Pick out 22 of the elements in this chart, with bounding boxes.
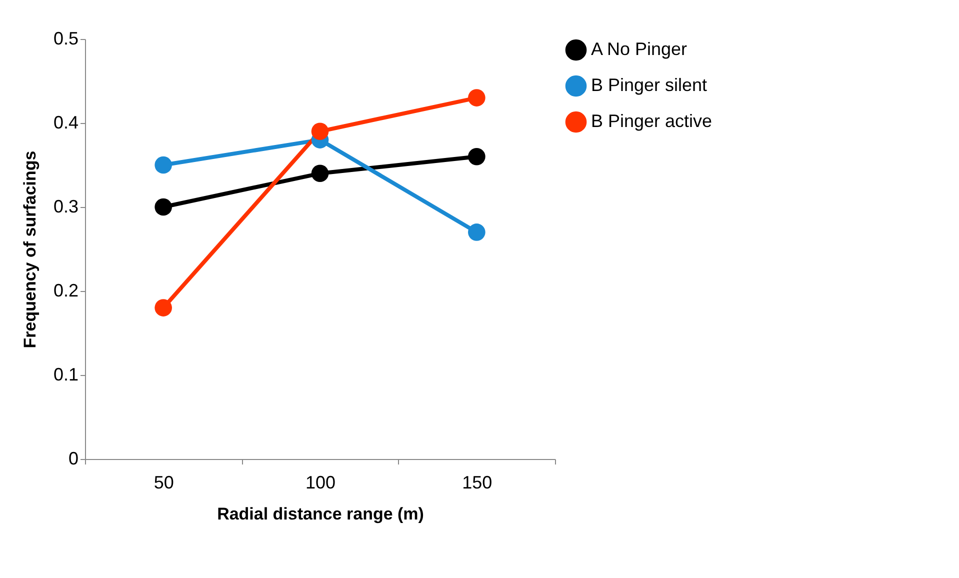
x-tick-label: 50: [154, 472, 174, 492]
point: [154, 198, 172, 216]
point: [468, 89, 486, 106]
point: [154, 299, 172, 316]
y-tick-label: 0.3: [53, 196, 78, 216]
legend-label: B Pinger active: [591, 111, 712, 131]
point: [468, 224, 486, 241]
point: [468, 148, 486, 166]
y-tick-label: 0: [68, 448, 78, 468]
point: [311, 122, 329, 140]
x-tick-label: 150: [462, 472, 492, 492]
y-axis-title: Frequency of surfacings: [20, 150, 40, 348]
point: [154, 156, 172, 174]
y-tick-label: 0.1: [53, 364, 78, 384]
y-tick-label: 0.4: [53, 112, 78, 132]
y-tick-label: 0.5: [53, 28, 78, 48]
legend-label: B Pinger silent: [591, 75, 708, 95]
x-axis-title: Radial distance range (m): [217, 504, 424, 524]
y-tick-label: 0.2: [53, 280, 78, 300]
x-tick-label: 100: [305, 472, 336, 492]
point: [311, 164, 329, 182]
legend-label: A No Pinger: [591, 39, 688, 59]
